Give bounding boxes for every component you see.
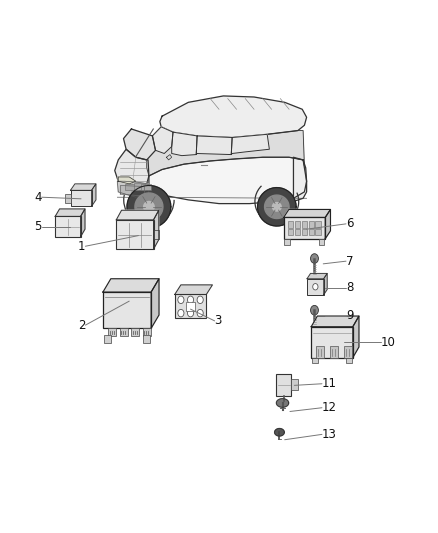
Polygon shape [272, 203, 281, 211]
Circle shape [178, 296, 184, 304]
Circle shape [178, 309, 184, 317]
Bar [311, 358, 318, 363]
Bar [125, 184, 138, 190]
Bar [346, 358, 352, 363]
Text: 11: 11 [322, 377, 337, 390]
Polygon shape [160, 96, 307, 138]
Circle shape [311, 254, 318, 263]
Bar [103, 292, 151, 328]
Polygon shape [311, 316, 359, 327]
Text: 10: 10 [381, 336, 396, 349]
Bar [108, 328, 116, 336]
Polygon shape [118, 177, 136, 184]
Text: 12: 12 [322, 401, 337, 414]
Text: 8: 8 [346, 281, 353, 294]
Bar [134, 183, 145, 190]
Polygon shape [258, 188, 296, 226]
Polygon shape [81, 209, 85, 237]
Text: 7: 7 [346, 255, 353, 268]
Bar [288, 221, 293, 228]
Bar [291, 379, 297, 390]
Bar [143, 335, 150, 343]
Bar [302, 229, 307, 235]
Bar [330, 346, 338, 358]
Bar [319, 239, 324, 245]
Circle shape [197, 309, 203, 317]
Bar [131, 328, 139, 336]
Bar [302, 221, 307, 228]
Text: 3: 3 [215, 314, 222, 327]
Bar [295, 229, 300, 235]
Polygon shape [324, 273, 327, 295]
Text: 4: 4 [34, 191, 42, 204]
Polygon shape [153, 210, 159, 249]
Bar [55, 216, 81, 237]
Polygon shape [147, 157, 307, 204]
Polygon shape [353, 316, 359, 358]
Polygon shape [152, 127, 173, 154]
Polygon shape [117, 210, 159, 220]
Polygon shape [283, 209, 330, 217]
Circle shape [311, 305, 318, 315]
Polygon shape [276, 399, 289, 407]
Polygon shape [92, 184, 96, 206]
Polygon shape [115, 149, 149, 197]
Bar [175, 295, 206, 319]
Circle shape [187, 296, 194, 304]
Polygon shape [265, 195, 289, 219]
Bar [311, 327, 353, 358]
Bar [153, 230, 159, 239]
Polygon shape [196, 136, 232, 155]
Bar [120, 328, 127, 336]
Bar [315, 229, 321, 235]
Polygon shape [293, 157, 307, 201]
Bar [65, 194, 71, 203]
Bar [117, 220, 153, 249]
Text: 9: 9 [346, 309, 353, 322]
Text: 5: 5 [34, 220, 42, 233]
Bar [276, 374, 292, 396]
Bar [141, 184, 151, 190]
Polygon shape [151, 279, 159, 328]
Bar [285, 239, 290, 245]
Bar [104, 335, 111, 343]
Bar [315, 221, 321, 228]
Polygon shape [71, 184, 96, 190]
Polygon shape [55, 209, 85, 216]
Polygon shape [120, 185, 145, 196]
Circle shape [197, 296, 203, 304]
Bar [71, 190, 92, 206]
Circle shape [187, 309, 194, 317]
Polygon shape [124, 129, 155, 160]
Bar [307, 279, 324, 295]
Polygon shape [103, 279, 159, 292]
Text: 1: 1 [78, 240, 85, 253]
Polygon shape [175, 285, 212, 294]
Polygon shape [127, 185, 171, 228]
Polygon shape [147, 127, 304, 176]
Text: 6: 6 [346, 217, 353, 230]
Polygon shape [135, 193, 163, 221]
Bar [143, 328, 151, 336]
Bar [186, 302, 195, 311]
Bar [283, 217, 325, 239]
Bar [295, 221, 300, 228]
Polygon shape [144, 201, 154, 212]
Circle shape [313, 284, 318, 290]
Text: 2: 2 [78, 319, 85, 332]
Text: 13: 13 [322, 428, 337, 441]
Bar [308, 229, 314, 235]
Polygon shape [117, 181, 149, 197]
Bar [308, 221, 314, 228]
Polygon shape [166, 155, 172, 160]
Polygon shape [275, 429, 284, 436]
Bar [315, 346, 324, 358]
Bar [343, 346, 352, 358]
Polygon shape [172, 132, 197, 156]
Polygon shape [325, 209, 330, 239]
Bar [288, 229, 293, 235]
Polygon shape [307, 273, 327, 279]
Polygon shape [231, 134, 269, 155]
